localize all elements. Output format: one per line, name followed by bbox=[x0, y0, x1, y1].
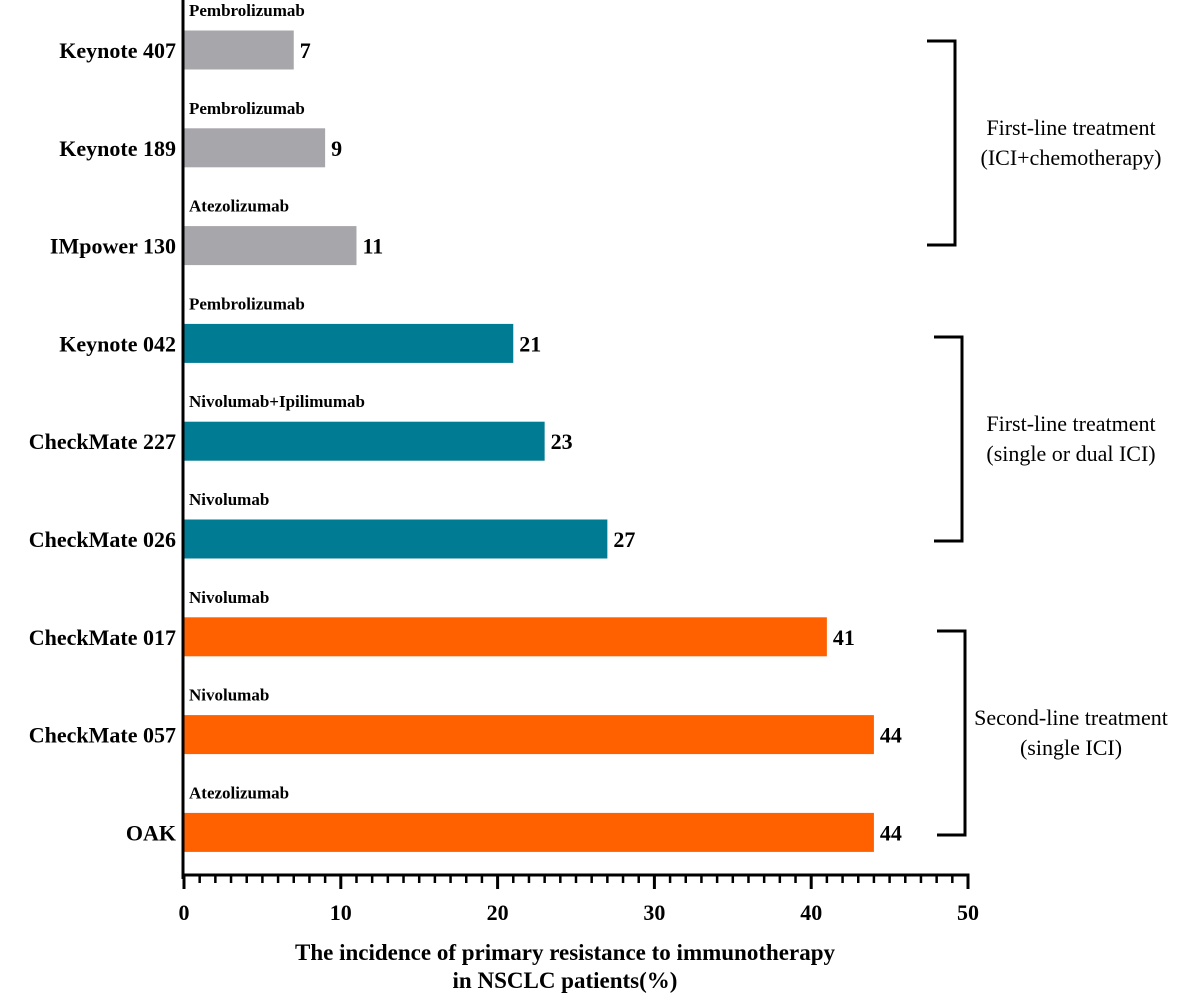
data-label: 21 bbox=[519, 331, 541, 356]
x-tick-label: 30 bbox=[643, 900, 665, 925]
bar bbox=[184, 226, 357, 266]
drug-label: Nivolumab bbox=[189, 686, 269, 705]
bar bbox=[184, 812, 874, 852]
x-axis-title-line-2: in NSCLC patients(%) bbox=[453, 968, 678, 993]
data-label: 9 bbox=[331, 136, 342, 161]
data-label: 23 bbox=[551, 429, 573, 454]
bars-layer bbox=[184, 30, 874, 852]
category-label: Keynote 189 bbox=[59, 136, 176, 161]
data-label: 41 bbox=[833, 625, 855, 650]
x-tick-label: 20 bbox=[487, 900, 509, 925]
x-axis-title-line-1: The incidence of primary resistance to i… bbox=[295, 940, 836, 965]
labels-layer: Keynote 407 Pembrolizumab 7 Keynote 189 Pemb… bbox=[29, 1, 902, 845]
x-tick-label: 0 bbox=[179, 900, 190, 925]
group-label-line: First-line treatment bbox=[986, 411, 1155, 436]
group-label-line: (single ICI) bbox=[1020, 735, 1122, 760]
drug-label: Pembrolizumab bbox=[189, 99, 305, 118]
drug-label: Atezolizumab bbox=[189, 783, 289, 802]
x-axis: 0 10 20 30 40 50 bbox=[179, 0, 979, 925]
category-label: CheckMate 227 bbox=[29, 429, 176, 454]
category-label: OAK bbox=[126, 820, 176, 845]
bar bbox=[184, 421, 545, 461]
drug-label: Pembrolizumab bbox=[189, 1, 305, 20]
bar bbox=[184, 519, 608, 559]
group-bracket bbox=[927, 39, 957, 247]
drug-label: Nivolumab+Ipilimumab bbox=[189, 392, 365, 411]
category-label: IMpower 130 bbox=[50, 234, 176, 259]
drug-label: Atezolizumab bbox=[189, 197, 289, 216]
category-label: Keynote 042 bbox=[59, 331, 176, 356]
drug-label: Pembrolizumab bbox=[189, 294, 305, 313]
drug-label: Nivolumab bbox=[189, 588, 269, 607]
group-brackets: First-line treatment (ICI+chemotherapy) Fi… bbox=[927, 39, 1168, 837]
bar bbox=[184, 323, 514, 363]
drug-label: Nivolumab bbox=[189, 490, 269, 509]
group-label-line: Second-line treatment bbox=[974, 705, 1168, 730]
category-label: CheckMate 026 bbox=[29, 527, 176, 552]
group-label-line: (single or dual ICI) bbox=[986, 441, 1155, 466]
group-label-line: (ICI+chemotherapy) bbox=[981, 145, 1162, 170]
bar bbox=[184, 30, 294, 70]
data-label: 11 bbox=[362, 234, 383, 259]
bar bbox=[184, 617, 827, 657]
category-label: Keynote 407 bbox=[59, 38, 176, 63]
bar bbox=[184, 128, 326, 168]
x-tick-label: 10 bbox=[330, 900, 352, 925]
data-label: 27 bbox=[613, 527, 635, 552]
data-label: 44 bbox=[880, 723, 902, 748]
bar bbox=[184, 715, 874, 755]
group-bracket bbox=[937, 629, 967, 837]
group-bracket bbox=[934, 335, 964, 543]
data-label: 44 bbox=[880, 820, 902, 845]
data-label: 7 bbox=[300, 38, 311, 63]
x-tick-label: 40 bbox=[800, 900, 822, 925]
category-label: CheckMate 057 bbox=[29, 723, 176, 748]
x-tick-label: 50 bbox=[957, 900, 979, 925]
group-label-line: First-line treatment bbox=[986, 115, 1155, 140]
category-label: CheckMate 017 bbox=[29, 625, 176, 650]
